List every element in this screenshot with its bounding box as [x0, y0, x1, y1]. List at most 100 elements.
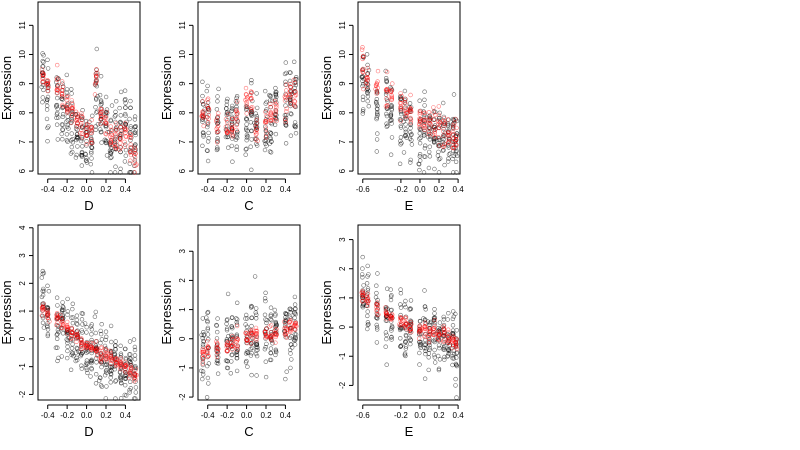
data-point: [361, 283, 366, 288]
data-point: [292, 102, 297, 107]
data-point: [244, 97, 250, 102]
data-point: [274, 94, 279, 100]
data-point: [441, 314, 446, 320]
data-point: [402, 88, 408, 94]
data-point: [93, 372, 99, 377]
data-point: [127, 170, 132, 175]
data-point: [122, 88, 128, 93]
data-point: [73, 109, 79, 115]
data-point: [95, 122, 101, 127]
data-point: [60, 127, 65, 132]
data-point: [454, 346, 460, 352]
data-point: [389, 328, 394, 333]
data-point: [215, 346, 221, 351]
data-point: [92, 346, 98, 351]
data-point: [374, 91, 379, 96]
data-point: [70, 149, 75, 155]
data-point: [216, 111, 221, 116]
data-point: [263, 335, 268, 340]
data-point: [64, 107, 70, 113]
data-point: [205, 363, 210, 369]
data-point: [417, 328, 423, 333]
y-tick-label: 0: [178, 336, 187, 341]
data-point: [74, 332, 80, 337]
data-point: [205, 327, 210, 332]
y-tick-label: -1: [178, 364, 187, 372]
data-point: [123, 362, 128, 368]
data-point: [384, 69, 390, 75]
data-point: [407, 101, 413, 106]
data-point: [133, 132, 138, 138]
data-point: [214, 341, 220, 346]
data-point: [113, 396, 118, 401]
data-point: [40, 95, 45, 100]
data-point: [283, 376, 288, 382]
data-point: [244, 125, 249, 131]
data-point: [80, 322, 85, 327]
data-point: [422, 345, 427, 351]
data-point: [69, 120, 74, 125]
data-point: [65, 309, 71, 314]
data-point: [70, 112, 75, 118]
data-point: [435, 153, 441, 158]
data-point: [441, 147, 446, 153]
data-point: [421, 333, 427, 338]
data-point: [389, 97, 394, 103]
data-point: [388, 111, 394, 116]
data-point: [408, 306, 414, 312]
data-point: [40, 320, 46, 325]
data-point: [365, 274, 370, 279]
data-point: [432, 321, 438, 326]
data-point: [79, 131, 85, 136]
y-tick-label: 6: [178, 168, 187, 173]
data-point: [273, 116, 278, 122]
data-point: [201, 108, 206, 114]
x-tick-label: 0.4: [120, 185, 132, 194]
data-point: [427, 345, 433, 351]
data-point: [98, 99, 104, 105]
data-point: [204, 315, 209, 320]
x-tick-label: -0.4: [201, 411, 215, 420]
x-tick-label: 0.0: [241, 411, 253, 420]
data-point: [446, 311, 451, 316]
data-point: [288, 133, 294, 138]
data-point: [94, 67, 99, 72]
data-point: [59, 94, 65, 99]
data-point: [264, 326, 269, 331]
data-point: [436, 135, 441, 140]
data-point: [423, 351, 428, 357]
data-point: [234, 336, 240, 341]
x-tick-label: -0.2: [220, 411, 234, 420]
data-point: [383, 330, 389, 335]
data-point: [405, 110, 410, 116]
data-point: [68, 337, 74, 343]
data-point: [253, 331, 259, 337]
data-point: [45, 80, 51, 86]
data-point: [55, 303, 60, 308]
data-point: [214, 147, 220, 153]
data-point: [244, 106, 250, 111]
data-point: [249, 323, 254, 329]
data-point: [128, 132, 133, 138]
data-point: [426, 165, 432, 171]
data-point: [383, 104, 389, 109]
data-point: [244, 102, 249, 107]
data-point: [360, 108, 366, 114]
data-point: [123, 370, 128, 375]
data-point: [230, 159, 235, 164]
data-point: [79, 127, 84, 132]
data-point: [69, 346, 75, 351]
data-point: [403, 314, 409, 319]
data-point: [118, 380, 124, 386]
data-point: [113, 356, 119, 361]
data-point: [40, 313, 45, 319]
data-point: [417, 116, 422, 122]
data-point: [274, 321, 279, 327]
data-point: [366, 272, 371, 277]
data-point: [244, 104, 250, 110]
data-point: [60, 137, 65, 142]
data-point: [248, 346, 254, 352]
data-point: [422, 318, 428, 323]
data-point: [431, 140, 437, 145]
data-point: [41, 53, 46, 58]
